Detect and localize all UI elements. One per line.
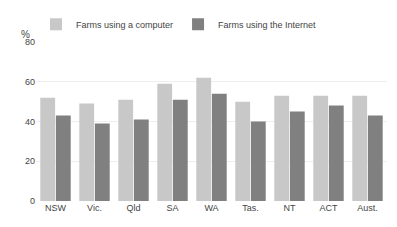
svg-text:ACT: ACT (320, 203, 339, 213)
svg-text:Vic.: Vic. (87, 203, 102, 213)
svg-text:Qld: Qld (126, 203, 140, 213)
svg-text:NT: NT (284, 203, 296, 213)
svg-text:Aust.: Aust. (357, 203, 378, 213)
svg-text:SA: SA (166, 203, 178, 213)
svg-text:80: 80 (25, 37, 35, 47)
svg-text:40: 40 (25, 117, 35, 127)
svg-text:%: % (21, 29, 30, 40)
svg-text:Farms using the Internet: Farms using the Internet (218, 20, 316, 30)
svg-text:WA: WA (204, 203, 218, 213)
svg-text:60: 60 (25, 77, 35, 87)
svg-text:0: 0 (30, 196, 35, 206)
svg-text:Farms using a computer: Farms using a computer (76, 20, 173, 30)
svg-text:NSW: NSW (45, 203, 67, 213)
svg-text:20: 20 (25, 156, 35, 166)
svg-text:Tas.: Tas. (242, 203, 259, 213)
